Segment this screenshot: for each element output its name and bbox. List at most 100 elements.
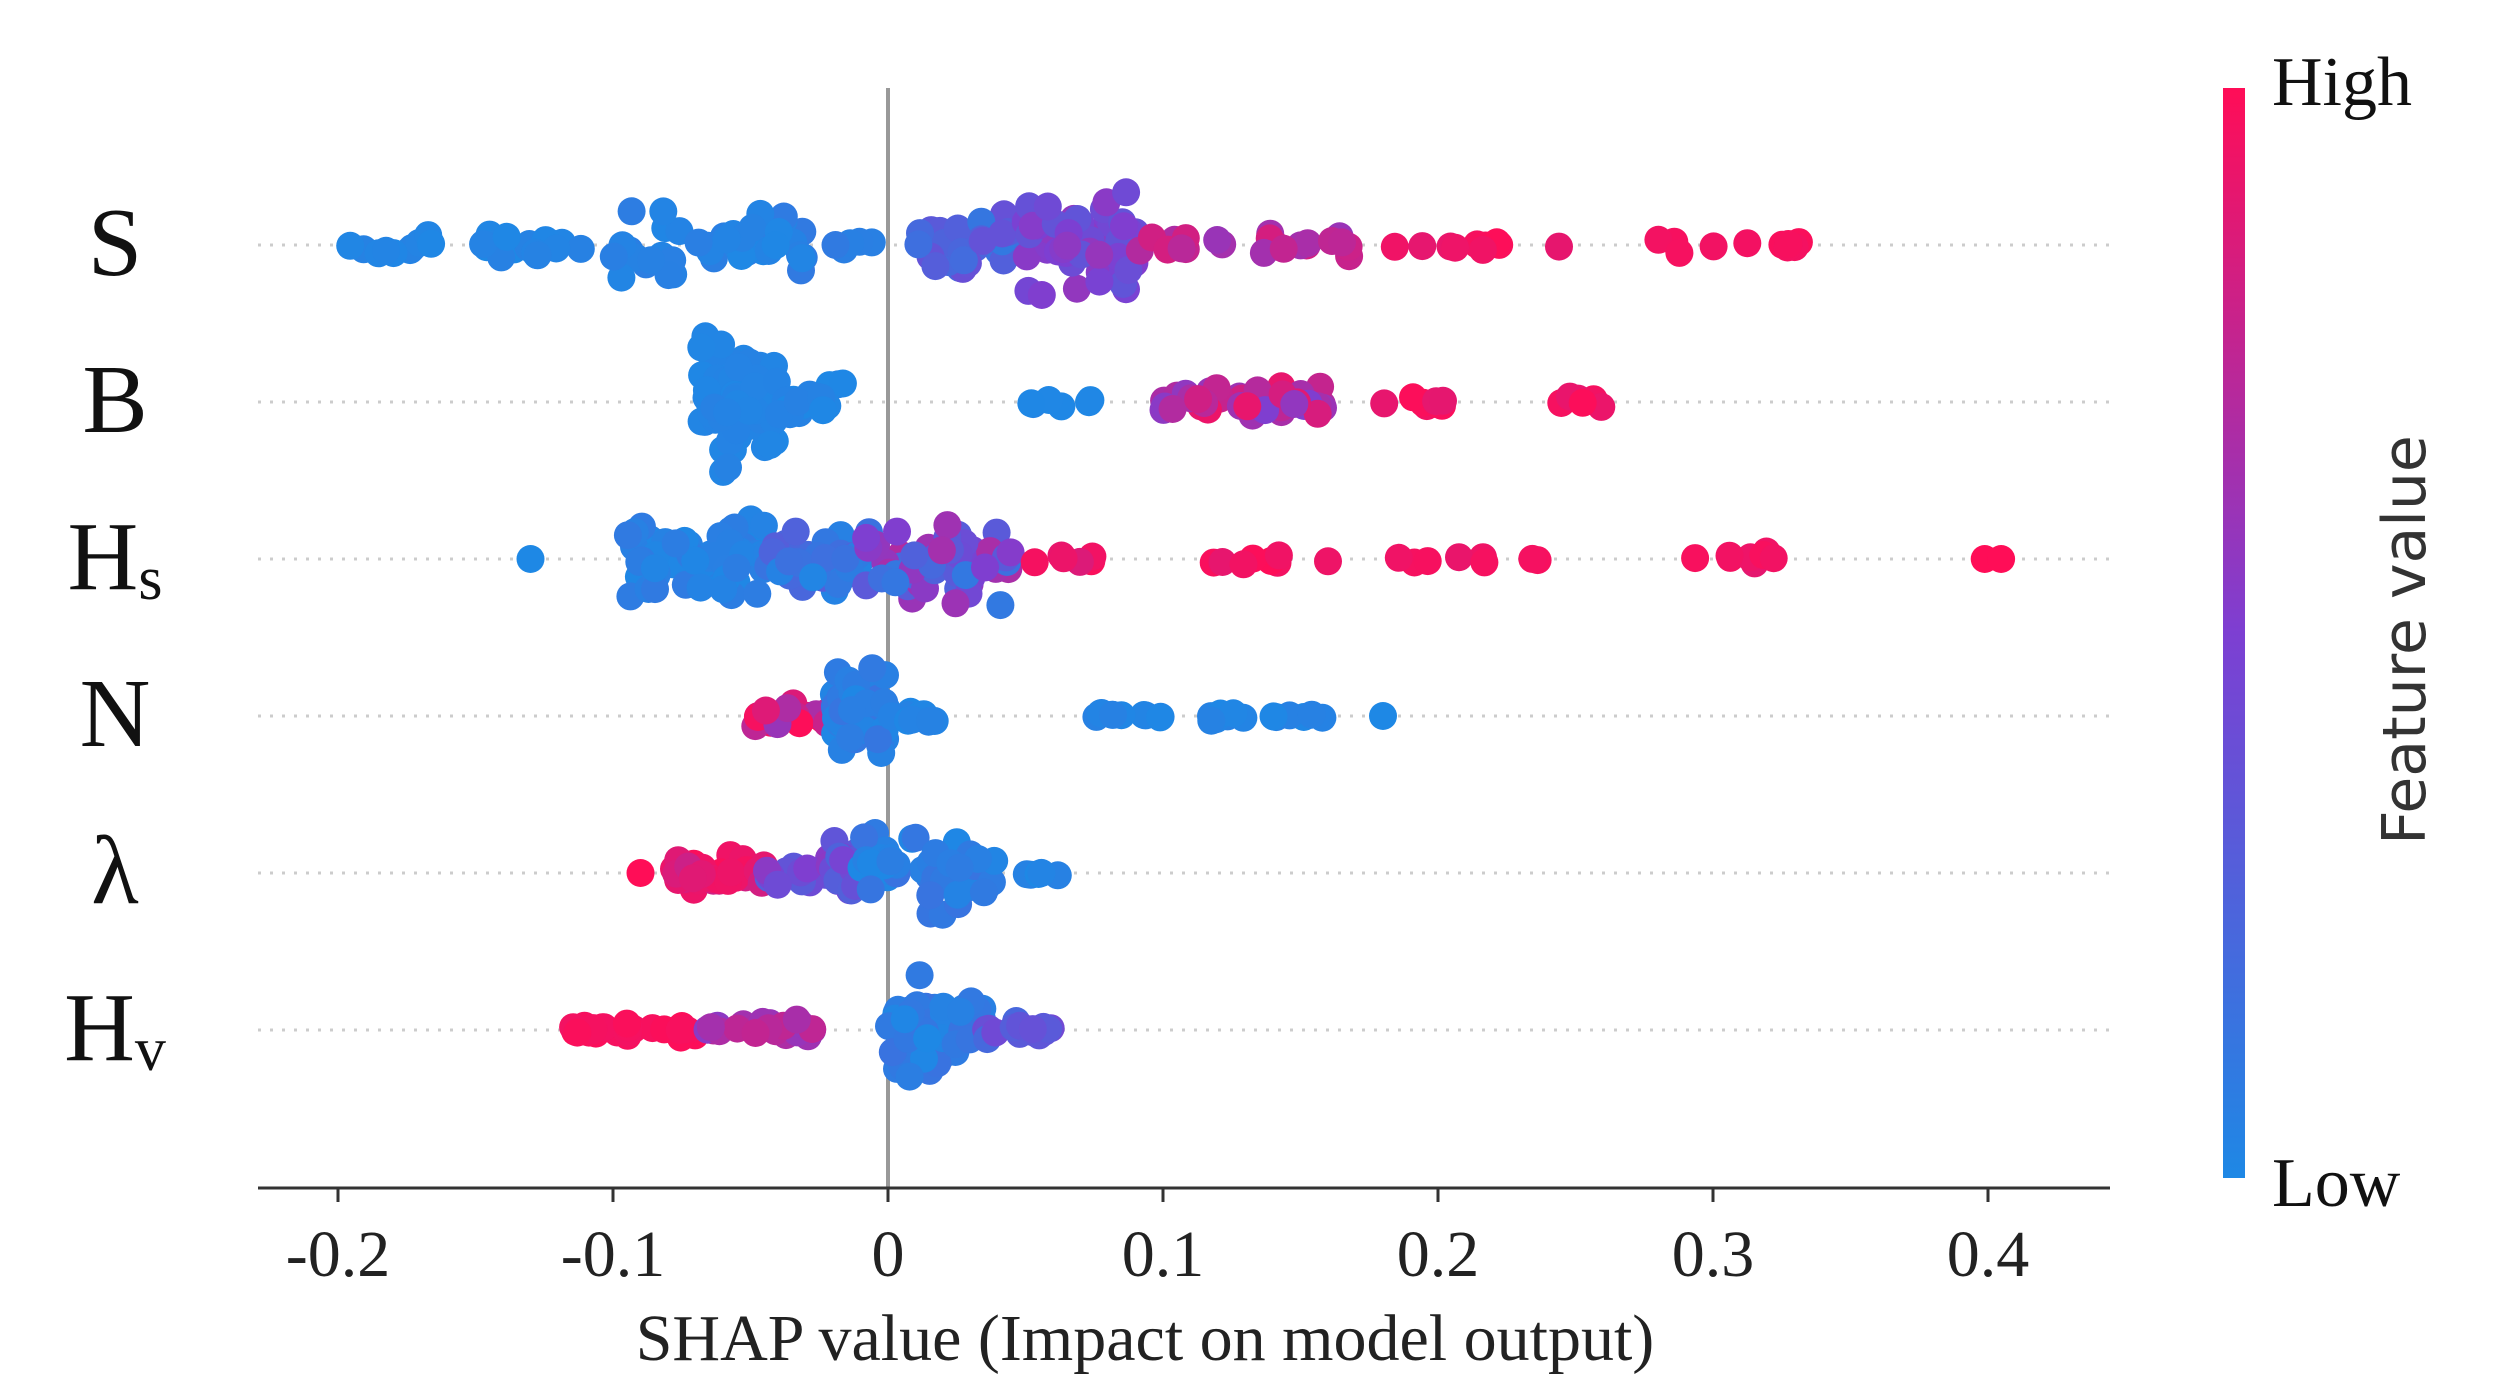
shap-point (828, 369, 857, 398)
shap-point (1774, 230, 1803, 258)
feature-gridlines (258, 243, 2110, 1032)
colorbar-low-label: Low (2272, 1145, 2401, 1222)
shap-point (1699, 232, 1728, 261)
shap-point (921, 252, 950, 281)
shap-point (1518, 544, 1547, 573)
shap-point (881, 568, 910, 597)
shap-point (895, 1062, 924, 1091)
shap-point (850, 823, 879, 852)
shap-point (641, 575, 669, 604)
shap-point (696, 1013, 725, 1042)
shap-point (636, 246, 665, 275)
shap-point (761, 231, 790, 260)
shap-point (563, 1018, 592, 1047)
shap-point (661, 529, 690, 558)
feature-label-main: λ (91, 817, 139, 925)
shap-point (933, 511, 962, 540)
x-tick-label: 0.4 (1947, 1218, 2030, 1291)
shap-point (1413, 547, 1442, 576)
shap-point (751, 696, 780, 725)
shap-point (945, 853, 974, 882)
shap-point (876, 847, 905, 876)
shap-point (686, 573, 715, 602)
shap-point (996, 538, 1025, 567)
shap-point (1429, 386, 1457, 415)
shap-point (782, 1005, 811, 1034)
x-tick-label: 0.2 (1397, 1218, 1480, 1291)
shap-point (722, 553, 751, 582)
colorbar-title: Feature value (2370, 435, 2440, 845)
feature-label: B (82, 346, 147, 454)
shap-point (678, 864, 707, 893)
shap-point (1085, 267, 1114, 296)
shap-point (1293, 229, 1322, 258)
shap-point (712, 225, 741, 254)
feature-label-main: H (64, 974, 135, 1082)
shap-point (1075, 388, 1103, 417)
shap-point (738, 213, 767, 242)
shap-point (417, 229, 446, 258)
shap-point (1233, 392, 1262, 421)
colorbar: High Low Feature value (2223, 44, 2440, 1222)
shap-point (1399, 383, 1427, 412)
shap-point (1158, 395, 1187, 423)
shap-point (469, 230, 498, 259)
shap-point (856, 875, 885, 904)
shap-point (1259, 702, 1288, 731)
shap-point (684, 228, 713, 257)
shap-point (1203, 226, 1232, 254)
shap-point (1314, 547, 1342, 576)
shap-point (946, 997, 975, 1026)
shap-point (1644, 225, 1673, 254)
shap-point (1017, 389, 1046, 418)
shap-point (665, 1016, 694, 1045)
shap-point (741, 1019, 770, 1047)
shap-point (1280, 390, 1309, 418)
shap-point (1197, 706, 1226, 735)
shap-point (858, 654, 887, 683)
shap-point (1545, 232, 1573, 261)
shap-point (1012, 242, 1041, 271)
shap-point (724, 353, 753, 382)
shap-point (1085, 240, 1114, 269)
shap-point (1099, 700, 1127, 729)
shap-point (1033, 192, 1062, 221)
shap-point (743, 579, 772, 608)
shap-point (969, 878, 998, 907)
shap-point (1568, 388, 1597, 417)
feature-label-main: S (88, 189, 143, 297)
shap-point (916, 881, 945, 910)
shap-point (617, 197, 646, 226)
feature-label: Hs (68, 503, 163, 613)
shap-point (1303, 399, 1332, 428)
shap-point (714, 453, 742, 482)
shap-point (1715, 541, 1744, 570)
shap-point (901, 823, 930, 852)
shap-point (1380, 232, 1409, 261)
shap-point (949, 246, 978, 275)
shap-point (838, 696, 866, 725)
shap-point (793, 854, 822, 883)
shap-point (821, 231, 850, 259)
x-axis-label: SHAP value (Impact on model output) (636, 1302, 1655, 1375)
shap-point (1112, 178, 1141, 207)
shap-point (1681, 544, 1710, 573)
shap-point (788, 244, 816, 273)
shap-point (783, 387, 812, 416)
x-tick-label: 0 (872, 1218, 905, 1291)
shap-point (916, 706, 944, 735)
shap-point (607, 263, 636, 292)
shap-point (763, 870, 792, 899)
shap-point (943, 880, 972, 909)
feature-label-main: B (82, 346, 147, 454)
feature-label: Hv (64, 974, 166, 1084)
shap-point (1062, 274, 1091, 303)
shap-point (1027, 281, 1056, 309)
shap-points (336, 178, 2016, 1091)
x-tick-label: -0.2 (286, 1218, 390, 1291)
shap-point (1020, 548, 1049, 577)
shap-point (941, 589, 970, 618)
shap-point (1184, 385, 1213, 414)
shap-point (1470, 548, 1499, 577)
